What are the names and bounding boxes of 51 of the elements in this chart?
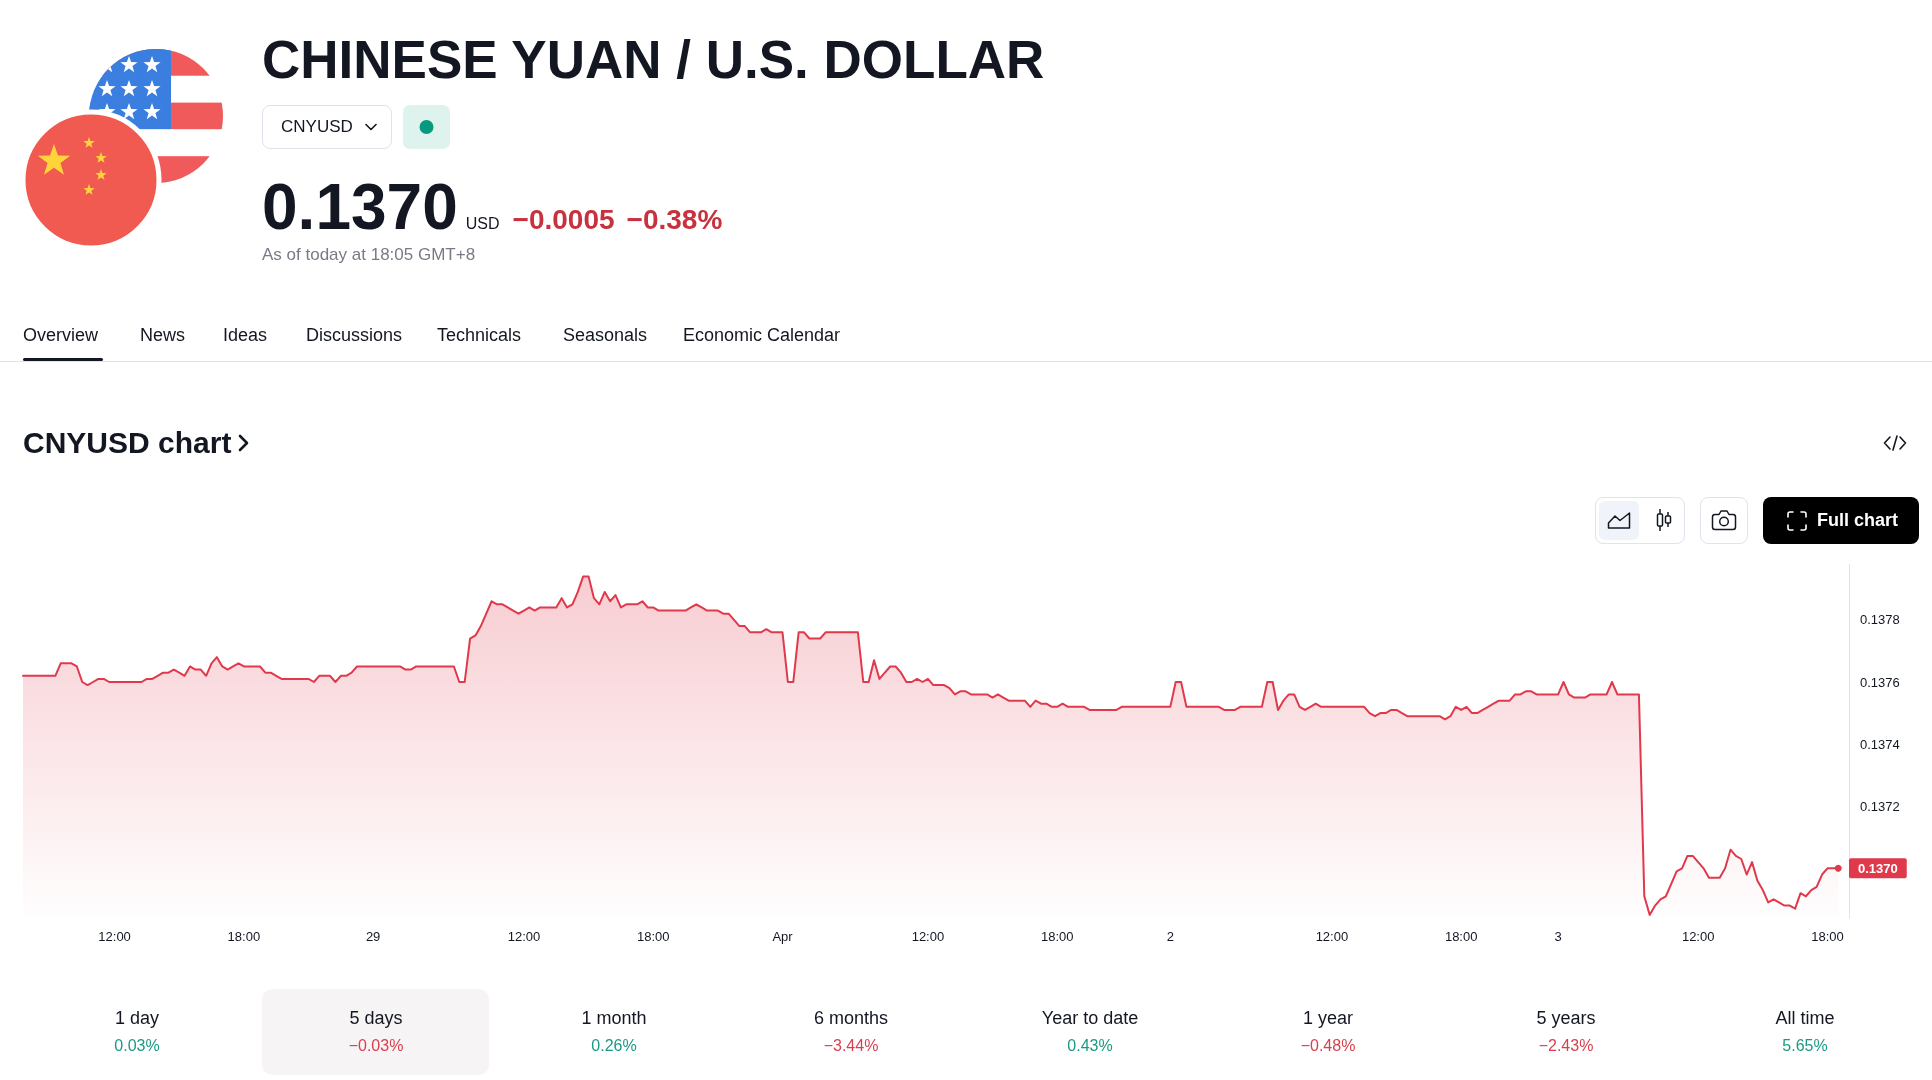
text: Discussions [306,325,403,345]
text: All time [1775,1007,1835,1029]
x-tick-label: 12:00 [911,929,945,944]
text: −0.0005 [512,204,615,235]
x-tick-label: 18:00 [1811,929,1844,944]
text: Ideas [223,325,268,345]
x-tick-label: 29 [365,929,381,944]
x-tick-label: 18:00 [1444,929,1478,944]
text: Year to date [1041,1007,1139,1029]
x-tick-label: 12:00 [1315,929,1349,944]
text: 1 month [581,1007,647,1029]
text: −0.38% [626,204,723,235]
text: Seasonals [563,325,648,345]
chart-title: CHINESE YUAN / U.S. DOLLAR [262,29,1045,91]
x-tick-label: Apr [772,929,794,944]
text: 0.1370 [262,171,458,243]
text: 1 day [114,1007,160,1029]
x-tick-label: 12:00 [507,929,541,944]
symbol-dropdown: CNYUSD [262,105,392,149]
text: −2.43% [1538,1036,1594,1056]
text: Technicals [437,325,522,345]
x-tick-label: 18:00 [1040,929,1074,944]
text: −0.48% [1300,1036,1356,1056]
chart-subtitle: CNYUSD chart [23,425,232,461]
x-tick-label: 12:00 [98,929,131,944]
x-tick-label: 2 [1166,929,1174,944]
text: −3.44% [823,1036,879,1056]
y-tick-label: 0.1378 [1860,612,1900,628]
text: Overview [23,325,99,345]
text: 6 months [813,1007,889,1029]
y-tick-label: 0.1374 [1860,736,1900,752]
x-tick-label: 18:00 [636,929,670,944]
text: 0.03% [114,1036,160,1056]
text: 0.43% [1067,1036,1113,1056]
text: 5.65% [1782,1036,1828,1056]
text: News [140,325,186,345]
x-tick-label: 3 [1554,929,1562,944]
text: 5 years [1536,1007,1596,1029]
y-tick-label: 0.1376 [1860,674,1900,690]
text: −0.03% [348,1036,404,1056]
text: 5 days [349,1007,403,1029]
text: As of today at 18:05 GMT+8 [262,245,476,265]
text: USD [465,215,500,232]
text: 1 year [1302,1007,1354,1029]
full-chart-button: Full chart [1763,497,1919,544]
text: Economic Calendar [683,325,841,345]
x-tick-label: 18:00 [227,929,261,944]
x-tick-label: 12:00 [1681,929,1715,944]
y-tick-label: 0.1372 [1860,798,1900,814]
text: 0.26% [591,1036,637,1056]
data-label: 0.1370 [1858,860,1898,876]
